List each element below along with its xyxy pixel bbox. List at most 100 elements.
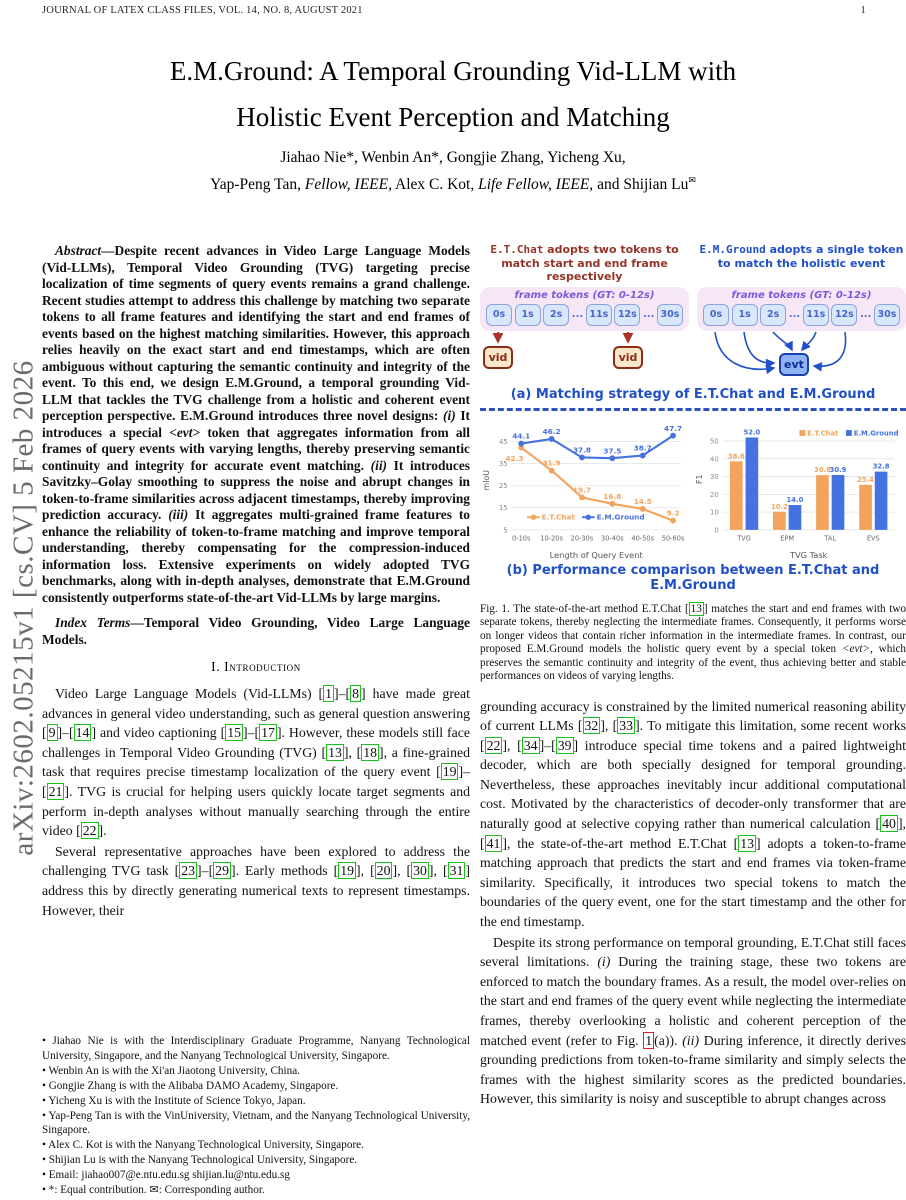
svg-text:45: 45 [499,438,508,446]
frame-token: 0s [703,303,729,326]
intro-paragraph-2: Several representative approaches have b… [42,843,470,918]
svg-text:31.9: 31.9 [543,458,561,467]
citation-link[interactable]: 13 [688,601,704,616]
citation-link[interactable]: 15 [225,724,244,742]
right-paragraph-1: grounding accuracy is constrained by the… [480,698,906,930]
svg-text:TVG: TVG [736,534,751,542]
paper-title-line1: E.M.Ground: A Temporal Grounding Vid-LLM… [169,56,737,86]
svg-text:10.2: 10.2 [771,502,788,510]
svg-text:38.6: 38.6 [728,452,745,460]
svg-text:Length of Query Event: Length of Query Event [550,550,644,560]
citation-link[interactable]: 9 [46,724,58,742]
footnote-item: Jiahao Nie is with the Interdisciplinary… [42,1034,470,1064]
citation-link[interactable]: 13 [326,743,344,761]
citation-link[interactable]: 34 [521,736,540,754]
abstract-block: Abstract—Despite recent advances in Vide… [42,243,470,648]
authors-line1: Jiahao Nie*, Wenbin An*, Gongjie Zhang, … [280,149,626,166]
svg-text:14.5: 14.5 [634,497,652,506]
ellipsis: ... [642,309,655,320]
svg-text:E.T.Chat: E.T.Chat [807,429,839,437]
footnote-item: Alex C. Kot is with the Nanyang Technolo… [42,1138,470,1153]
journal-header: JOURNAL OF LATEX CLASS FILES, VOL. 14, N… [42,5,363,16]
svg-text:25.4: 25.4 [857,475,874,483]
svg-text:46.2: 46.2 [543,427,561,436]
svg-text:20: 20 [710,490,719,498]
arxiv-watermark: arXiv:2602.05215v1 [cs.CV] 5 Feb 2026 [7,360,40,856]
citation-link[interactable]: 18 [361,743,380,761]
svg-text:14.0: 14.0 [787,496,804,504]
citation-link[interactable]: 33 [617,717,636,735]
paper-title-line2: Holistic Event Perception and Matching [236,102,670,132]
citation-link[interactable]: 32 [582,717,601,735]
citation-link[interactable]: 19 [440,763,459,781]
author-footnotes: Jiahao Nie is with the Interdisciplinary… [42,1034,470,1198]
svg-text:30-40s: 30-40s [601,534,624,542]
figure-panel-b-charts: 5 15 25 35 45 0-10s 10-20s 20-30s 30-40s 40-50s 50… [480,415,906,561]
svg-text:35: 35 [499,460,508,468]
citation-link[interactable]: 20 [374,862,393,880]
svg-text:E.M.Ground: E.M.Ground [597,512,645,521]
citation-link[interactable]: 8 [350,685,362,702]
matching-arrows-row: vid vid evt [480,330,906,383]
svg-text:37.8: 37.8 [573,445,591,454]
citation-link[interactable]: 29 [213,862,231,880]
frame-token: 1s [731,303,758,326]
blue-arrows [714,330,847,374]
index-terms: Index Terms—Temporal Video Grounding, Vi… [42,615,470,647]
ellipsis: ... [859,309,872,320]
svg-text:EPM: EPM [780,534,794,542]
citation-link[interactable]: 22 [80,822,99,840]
footnote-item-email: Email: jiahao007@e.ntu.edu.sg shijian.lu… [42,1168,470,1183]
citation-link[interactable]: 21 [46,782,65,800]
figure-1: E.T.Chat adopts two tokens to match star… [480,243,906,593]
citation-link[interactable]: 17 [259,724,277,742]
svg-text:40-50s: 40-50s [631,534,654,542]
footnote-item: Yap-Peng Tan is with the VinUniversity, … [42,1109,470,1139]
citation-link[interactable]: 23 [179,862,198,880]
evt-token: evt [779,352,809,376]
svg-text:E.M.Ground: E.M.Ground [854,429,899,437]
frame-token: 11s [802,303,829,326]
right-paragraph-2: Despite its strong performance on tempor… [480,934,906,1107]
emground-strategy-header: E.M.Ground adopts a single token to matc… [699,243,904,270]
citation-link[interactable]: 19 [338,862,357,880]
citation-link[interactable]: 31 [447,862,466,880]
authors-line2: Yap-Peng Tan, Fellow, IEEE, Alex C. Kot,… [210,175,696,194]
figure-panel-a-headers: E.T.Chat adopts two tokens to match star… [480,243,906,284]
svg-text:40: 40 [710,455,719,463]
ellipsis: ... [571,309,584,320]
svg-text:52.0: 52.0 [743,428,760,436]
etchat-strategy-header: E.T.Chat adopts two tokens to match star… [490,243,679,283]
vid-token: vid [483,345,513,369]
citation-link[interactable]: 1 [323,685,335,702]
svg-text:32.8: 32.8 [873,462,890,470]
frame-token: 2s [760,303,787,326]
citation-link[interactable]: 41 [484,834,503,852]
svg-text:E.T.Chat: E.T.Chat [542,512,576,521]
svg-text:TAL: TAL [823,534,836,542]
f1-bar-chart: 0 10 20 30 40 50 TVG 38.6 52.0 EPM 10.214.0 TAL 30.8… [695,428,899,559]
etchat-matching-zone: vid vid [480,331,689,383]
figure-ref-link[interactable]: 1 [643,1031,655,1049]
svg-text:50-60s: 50-60s [662,534,685,542]
footnote-item-contrib: *: Equal contribution. ✉: Corresponding … [42,1183,470,1198]
frame-token-row: 0s 1s 2s... 11s 12s... 30s [480,303,689,326]
citation-link[interactable]: 13 [738,834,757,852]
svg-text:30.8: 30.8 [814,466,831,474]
frame-token: 30s [873,303,900,326]
running-header: JOURNAL OF LATEX CLASS FILES, VOL. 14, N… [42,5,866,16]
frame-token: 2s [543,303,570,326]
svg-text:0: 0 [714,526,718,534]
abstract-paragraph: Abstract—Despite recent advances in Vide… [42,243,470,605]
citation-link[interactable]: 22 [484,736,503,754]
footnote-item: Yicheng Xu is with the Institute of Scie… [42,1094,470,1109]
svg-text:15: 15 [499,504,508,512]
citation-link[interactable]: 14 [73,724,92,742]
citation-link[interactable]: 40 [880,815,898,833]
citation-link[interactable]: 39 [555,736,574,754]
frame-token: 12s [614,303,641,326]
svg-text:mIoU: mIoU [482,469,491,490]
citation-link[interactable]: 30 [411,862,429,880]
frame-token: 12s [831,303,858,326]
